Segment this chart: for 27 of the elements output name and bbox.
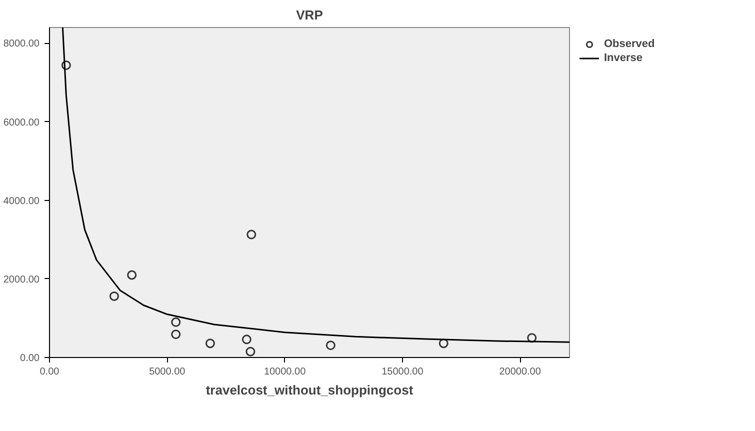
legend-label: Observed [604,37,655,51]
y-tick-label: 2000.00 [3,274,40,286]
point [438,338,448,348]
legend-label: Inverse [604,51,643,65]
y-tick-label: 4000.00 [3,196,40,207]
x-tick-label: 15000.00 [382,366,424,378]
x-tick-label: 5000.00 [149,366,186,378]
x-tick-label: 0.00 [40,366,60,378]
chart-title: VRP [296,8,324,22]
point [205,338,215,348]
line-series [62,28,570,343]
y-tick-label: 6000.00 [3,117,40,128]
point [242,334,252,344]
x-tick-label: 10000.00 [264,366,306,378]
point [61,60,71,70]
point [127,270,137,280]
point [109,291,119,301]
point [246,346,256,356]
point [246,230,256,240]
x-tick-label: 20000.00 [499,366,542,378]
point [171,317,181,327]
y-tick-label: 0.00 [20,353,40,364]
point [527,333,537,343]
point [171,330,181,340]
x-axis-title: travelcost_without_shoppingcost [206,382,414,398]
y-tick-label: 8000.00 [3,38,40,50]
point [326,340,336,350]
